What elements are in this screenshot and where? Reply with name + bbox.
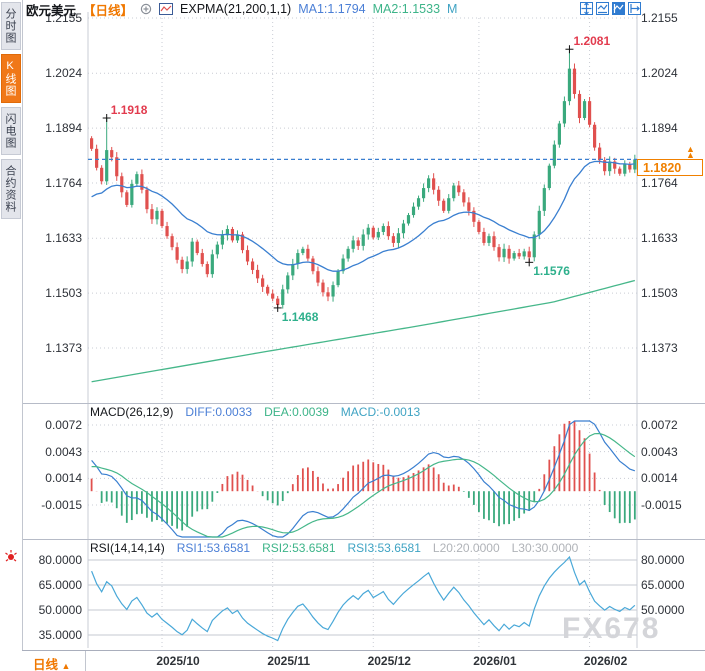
keypoint-label-1.1468: 1.1468 xyxy=(281,309,319,324)
rsi-l30-value: L30:30.0000 xyxy=(511,541,579,555)
current-price-box: 1.1820 xyxy=(637,158,703,176)
expma-lines xyxy=(91,160,636,383)
left-sidebar: 分时图 K线图 闪电图 合约资料 xyxy=(0,0,23,671)
ma2-value: MA2:1.1533 xyxy=(372,2,441,16)
macd-axis-right: 0.0014 xyxy=(641,471,678,486)
tab-time-chart[interactable]: 分时图 xyxy=(1,2,21,50)
chart-header: 欧元美元 【日线】 EXPMA(21,200,1,1) MA1:1.1794 M… xyxy=(26,1,458,18)
rsi2-value: RSI2:53.6581 xyxy=(262,541,336,555)
price-axis-right: 1.2155 xyxy=(641,11,678,25)
rsi-header: RSI(14,14,14) RSI1:53.6581 RSI2:53.6581 … xyxy=(90,541,578,555)
rsi3-value: RSI3:53.6581 xyxy=(347,541,421,555)
rsi-axis-right: 50.0000 xyxy=(641,603,685,617)
date-label-2025/12: 2025/12 xyxy=(367,654,411,668)
alert-icon[interactable] xyxy=(3,548,19,564)
macd-header: MACD(26,12,9) DIFF:0.0033 DEA:0.0039 MAC… xyxy=(90,405,420,419)
gridlines xyxy=(22,12,705,655)
chart-mode-tabs: 分时图 K线图 闪电图 合约资料 xyxy=(0,2,22,223)
add-indicator-icon[interactable] xyxy=(140,3,152,15)
macd-series xyxy=(90,420,636,538)
indicator-params: EXPMA(21,200,1,1) xyxy=(180,2,292,16)
macd-axis-left: 0.0043 xyxy=(45,444,82,459)
crosshair-move-icon[interactable] xyxy=(580,2,593,15)
keypoint-label-1.1576: 1.1576 xyxy=(533,264,570,279)
period-arrow-icon: ▲ xyxy=(61,661,71,671)
price-axis-right: 1.2024 xyxy=(641,66,678,81)
macd-axis-left: 0.0014 xyxy=(45,471,82,486)
keypoint-label-1.1918: 1.1918 xyxy=(110,103,148,117)
fit-vertical-icon[interactable] xyxy=(612,2,625,15)
bottom-bar-divider xyxy=(85,651,86,671)
time-axis-bar: 日线 ▲ 2025/10 2025/11 2025/12 2026/01 2026/02 xyxy=(22,650,705,671)
symbol-name: 欧元美元 xyxy=(26,3,77,18)
tab-lightning-chart[interactable]: 闪电图 xyxy=(1,107,21,155)
macd-dea-value: DEA:0.0039 xyxy=(264,405,329,419)
macd-axis-left: -0.0015 xyxy=(41,497,82,512)
rsi-axis-left: 35.0000 xyxy=(38,628,82,642)
price-axis-left: 1.1894 xyxy=(45,121,82,136)
price-axis-right: 1.1503 xyxy=(641,286,678,301)
date-label-2026/02: 2026/02 xyxy=(583,654,628,668)
tab-contract-info[interactable]: 合约资料 xyxy=(1,159,21,219)
rsi-axis-right: 65.0000 xyxy=(641,578,685,592)
macd-axis-right: 0.0043 xyxy=(641,444,678,459)
price-axis-right: 1.1894 xyxy=(641,121,678,136)
macd-hist-value: MACD:-0.0013 xyxy=(340,405,421,419)
pan-right-icon[interactable] xyxy=(628,2,641,15)
date-label-2026/01: 2026/01 xyxy=(473,654,517,668)
rsi-axis-right: 80.0000 xyxy=(641,553,685,567)
rsi-axis-left: 80.0000 xyxy=(38,553,82,567)
watermark: FX678 xyxy=(562,612,661,645)
date-label-2025/11: 2025/11 xyxy=(267,654,311,668)
rsi-l20-value: L20:20.0000 xyxy=(432,541,500,555)
price-axis-left: 1.1764 xyxy=(45,176,82,190)
macd-axis-left: 0.0072 xyxy=(45,418,82,432)
rsi-series xyxy=(91,555,636,642)
period-label: 日线 xyxy=(33,658,59,671)
price-axis-left: 1.1503 xyxy=(45,286,82,301)
keypoint-markers xyxy=(102,45,574,312)
rsi-axis-left: 65.0000 xyxy=(38,578,82,592)
price-marker-triangles: ▲ ▲ xyxy=(686,144,695,160)
price-axis-left: 1.1373 xyxy=(45,341,82,355)
rsi-axis-left: 50.0000 xyxy=(38,603,82,617)
period-selector[interactable]: 日线 ▲ xyxy=(33,654,70,671)
chart-toolbar xyxy=(580,2,641,15)
rsi1-value: RSI1:53.6581 xyxy=(176,541,251,555)
macd-title: MACD(26,12,9) xyxy=(90,405,174,419)
price-axis-left: 1.2024 xyxy=(45,66,82,81)
indicator-chart-icon xyxy=(159,3,174,15)
macd-diff-value: DIFF:0.0033 xyxy=(185,405,253,419)
fit-horizontal-icon[interactable] xyxy=(596,2,609,15)
rsi-title: RSI(14,14,14) xyxy=(90,541,165,555)
date-label-2025/10: 2025/10 xyxy=(156,654,200,668)
macd-axis-right: 0.0072 xyxy=(641,418,678,432)
m-value: M xyxy=(447,2,458,16)
price-axis-left: 1.2155 xyxy=(45,11,82,25)
tab-kline-chart[interactable]: K线图 xyxy=(1,54,21,103)
macd-axis-right: -0.0015 xyxy=(641,497,682,512)
price-axis-right: 1.1764 xyxy=(641,176,678,190)
ma1-value: MA1:1.1794 xyxy=(298,2,366,16)
period-tag[interactable]: 【日线】 xyxy=(83,3,134,18)
keypoint-label-1.2081: 1.2081 xyxy=(573,34,611,49)
price-axis-left: 1.1633 xyxy=(45,231,82,246)
price-axis-right: 1.1633 xyxy=(641,231,678,246)
price-axis-right: 1.1373 xyxy=(641,341,678,355)
